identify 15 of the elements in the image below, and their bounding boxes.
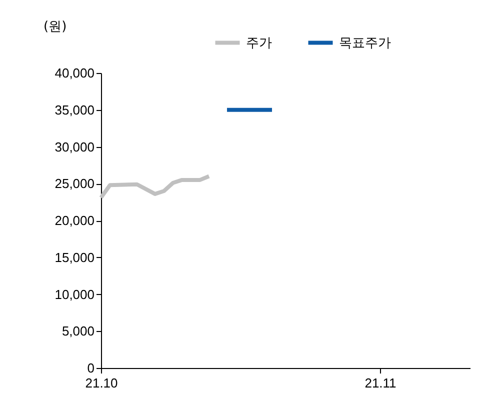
y-tick-label: 20,000 <box>54 213 94 228</box>
y-tick-label: 30,000 <box>54 139 94 154</box>
y-tick-label: 40,000 <box>54 66 94 80</box>
legend-label: 주가 <box>246 36 272 51</box>
y-tick-label: 5,000 <box>62 324 94 339</box>
x-tick-label: 21.10 <box>85 376 118 390</box>
line-series <box>99 174 211 200</box>
y-tick-label: 0 <box>87 360 94 376</box>
x-tick-label: 21.11 <box>364 376 396 390</box>
y-tick-label: 10,000 <box>54 286 94 302</box>
y-tick-label: 35,000 <box>54 102 94 118</box>
y-axis-title: (원) <box>44 20 67 34</box>
y-tick-label: 25,000 <box>54 176 94 192</box>
legend-label: 목표주가 <box>339 36 391 51</box>
y-tick-label: 15,000 <box>54 250 94 265</box>
